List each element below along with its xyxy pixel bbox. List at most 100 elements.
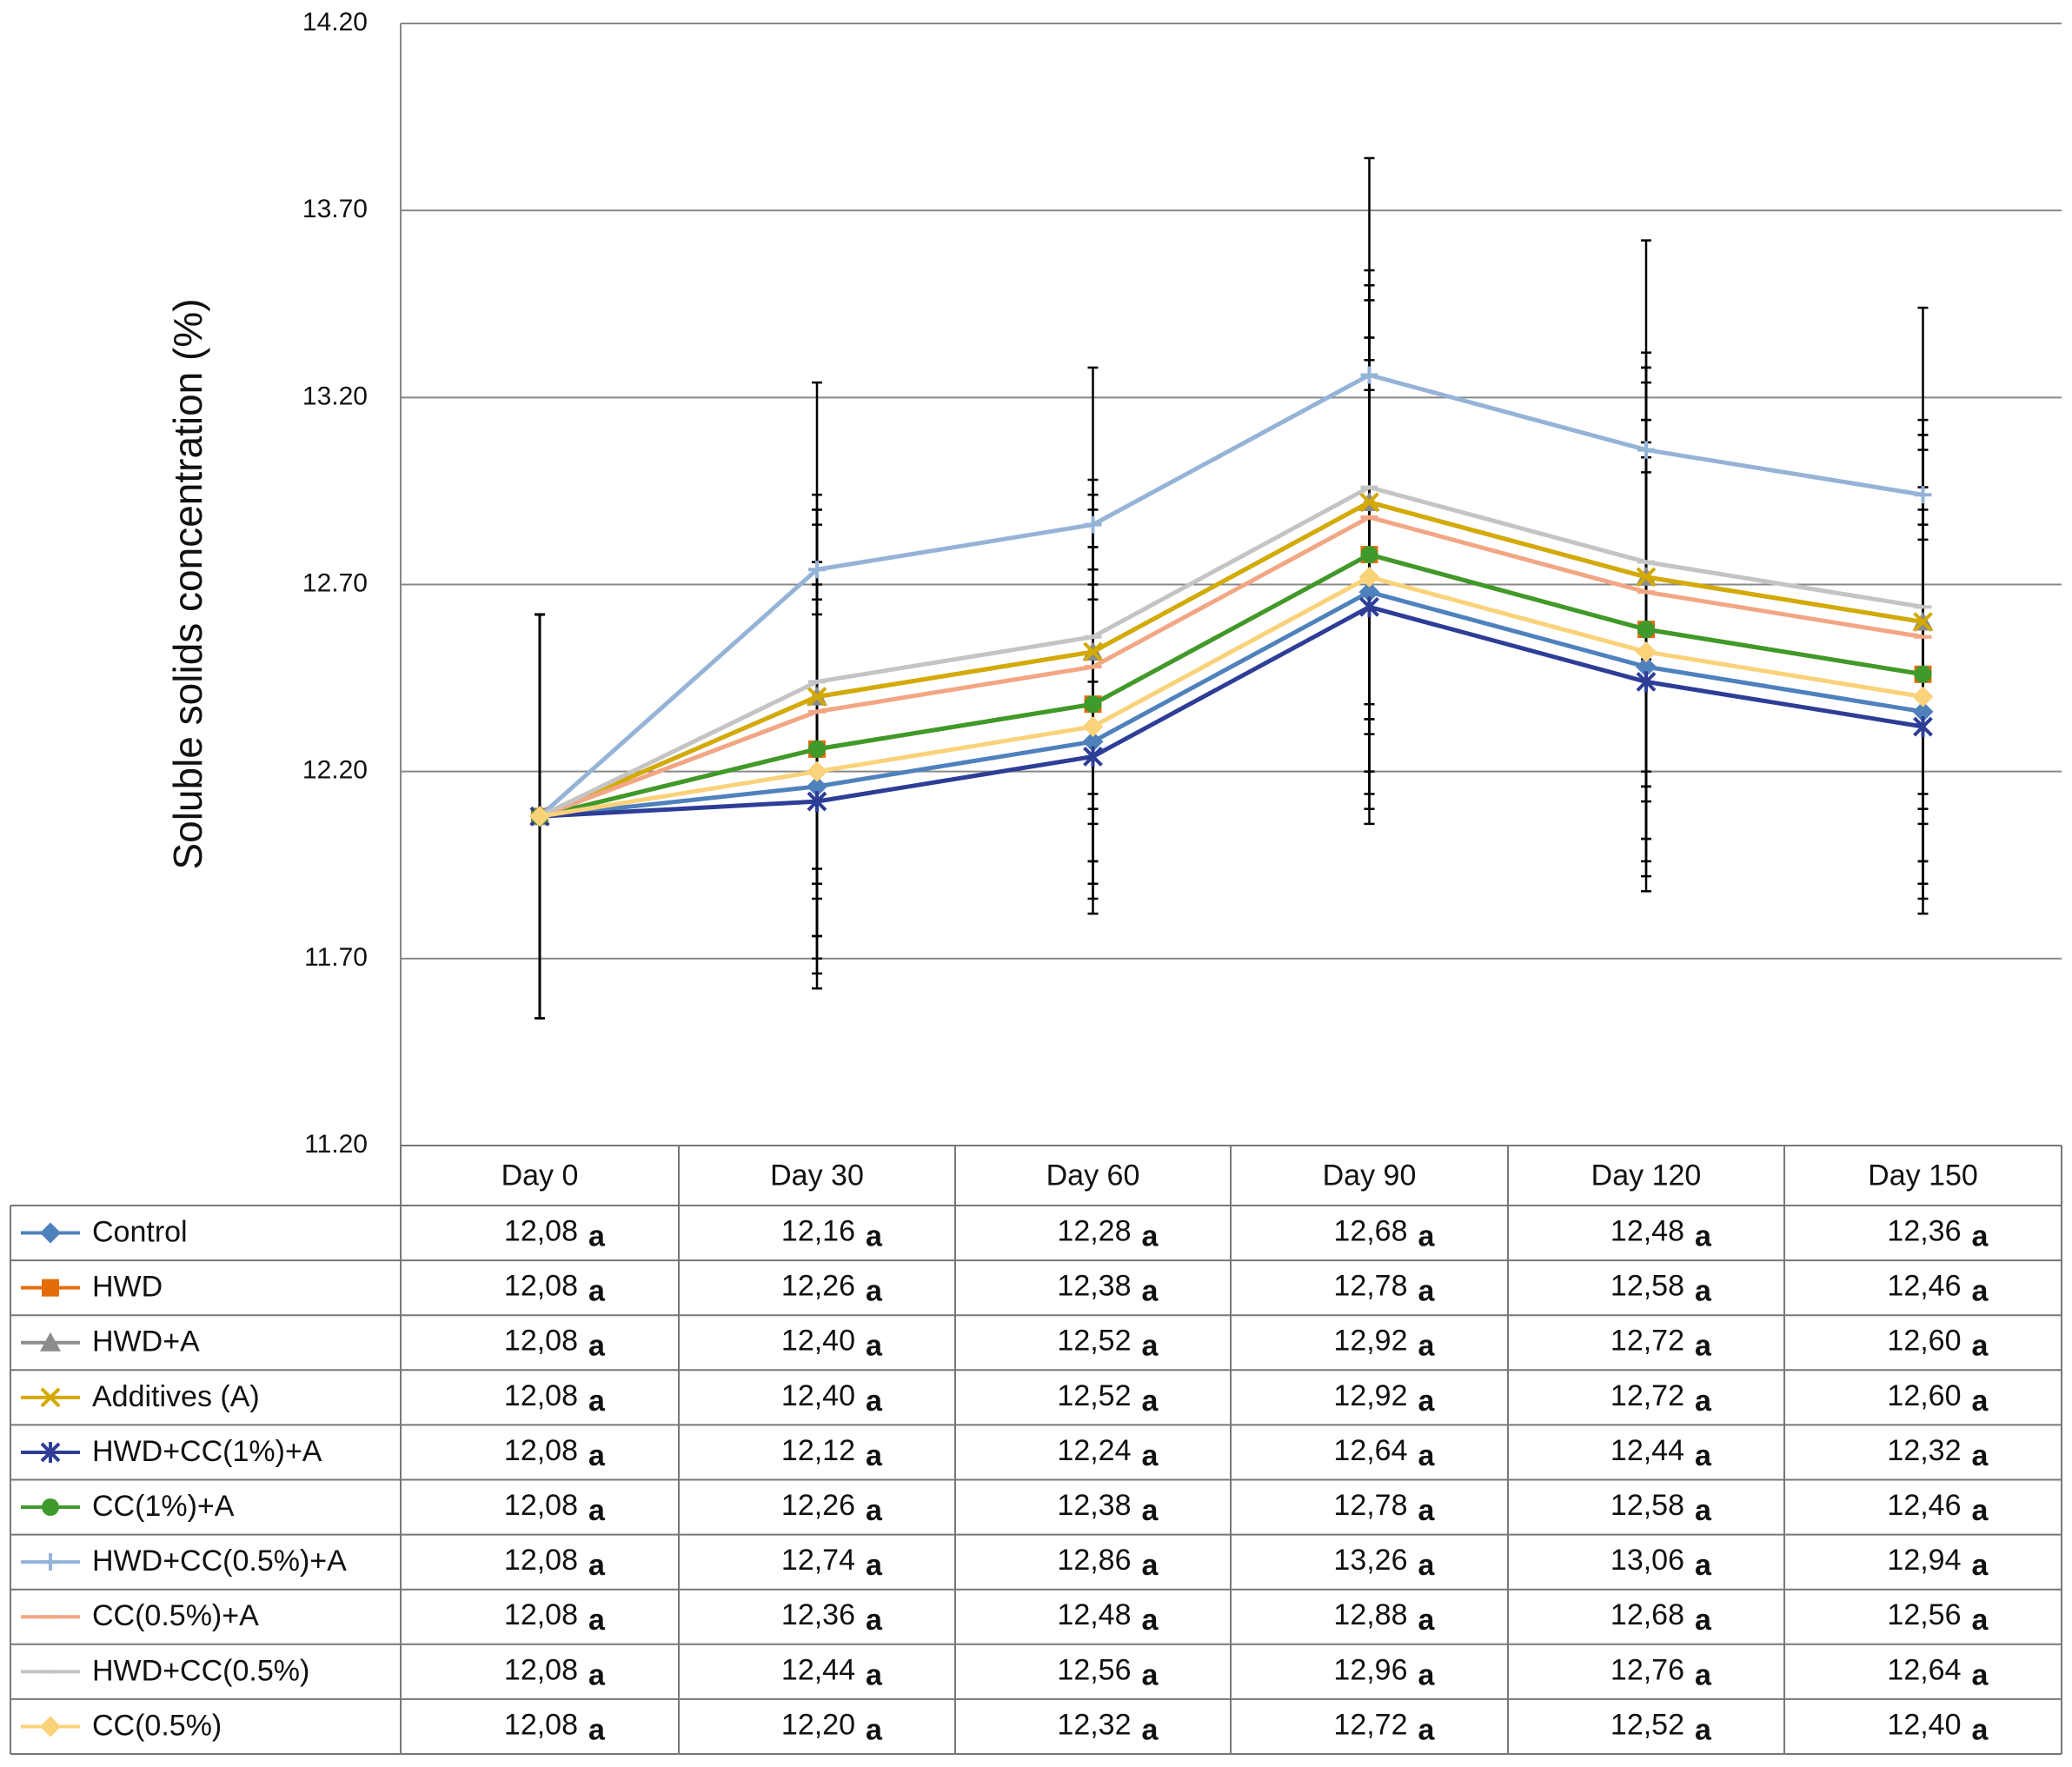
y-tick-label: 13.20 [302,382,368,410]
value-label: 13,26 [1333,1544,1407,1577]
significance-letter: a [866,1494,883,1527]
value-label: 12,58 [1610,1489,1684,1522]
significance-letter: a [866,1439,883,1472]
significance-letter: a [1695,1549,1712,1582]
marker [1358,581,1380,603]
marker [808,561,826,579]
value-label: 12,08 [504,1598,578,1631]
value-label: 12,52 [1057,1379,1131,1412]
significance-letter: a [866,1713,883,1746]
marker [1083,641,1103,662]
marker [807,687,827,707]
value-label: 12,38 [1057,1489,1131,1522]
marker [42,1498,59,1517]
value-label: 12,08 [504,1653,578,1686]
value-label: 12,20 [781,1708,855,1741]
value-label: 12,68 [1333,1215,1407,1248]
series-line [539,604,1923,819]
y-tick-label: 14.20 [302,8,368,37]
series-line [539,500,1923,819]
x-tick-label: Day 90 [1323,1159,1417,1192]
significance-letter: a [1972,1549,1989,1582]
significance-letter: a [1695,1439,1712,1472]
value-label: 12,40 [781,1379,855,1412]
significance-letter: a [1972,1330,1989,1363]
significance-letter: a [1418,1658,1436,1691]
value-label: 12,28 [1057,1215,1131,1248]
significance-letter: a [1972,1658,1989,1691]
marker [1637,441,1655,459]
y-tick-label: 11.70 [304,943,368,972]
significance-letter: a [588,1494,606,1527]
value-label: 12,60 [1887,1325,1961,1358]
marker [1084,515,1102,534]
significance-letter: a [1695,1385,1712,1418]
marker [40,1387,61,1408]
marker [1912,701,1934,722]
value-label: 12,88 [1333,1598,1407,1631]
significance-letter: a [1142,1604,1159,1637]
marker [1636,567,1657,588]
significance-letter: a [1972,1604,1989,1637]
value-label: 12,44 [1610,1434,1684,1467]
significance-letter: a [1418,1220,1436,1253]
significance-letter: a [1142,1385,1159,1418]
legend-label: CC(0.5%) [92,1709,222,1742]
marker [1360,366,1378,384]
value-label: 12,40 [1887,1708,1961,1741]
value-label: 12,44 [781,1653,855,1686]
value-label: 12,46 [1887,1270,1961,1303]
significance-letter: a [866,1385,883,1418]
value-label: 12,08 [504,1489,578,1522]
significance-letter: a [1418,1385,1436,1418]
significance-letter: a [866,1275,883,1308]
legend-label: HWD+CC(0.5%)+A [92,1544,347,1578]
significance-letter: a [1418,1494,1436,1527]
marker [40,1332,61,1352]
value-label: 12,24 [1057,1434,1131,1467]
significance-letter: a [588,1549,606,1582]
value-label: 12,48 [1057,1598,1131,1631]
value-label: 12,56 [1057,1653,1131,1686]
significance-letter: a [588,1275,606,1308]
y-tick-label: 12.20 [302,756,368,785]
value-label: 12,72 [1333,1708,1407,1741]
significance-letter: a [1142,1330,1159,1363]
value-label: 12,78 [1333,1270,1407,1303]
marker [40,1222,61,1244]
y-tick-label: 11.20 [304,1130,368,1159]
value-label: 12,78 [1333,1489,1407,1522]
value-label: 12,08 [504,1708,578,1741]
x-tick-label: Day 150 [1868,1159,1978,1192]
value-label: 12,08 [504,1379,578,1412]
marker [1083,746,1103,767]
legend-label: HWD+CC(1%)+A [92,1435,322,1468]
value-label: 12,92 [1333,1325,1407,1358]
marker [1914,486,1932,504]
value-label: 12,08 [504,1215,578,1248]
marker [1359,596,1379,618]
legend-label: Control [92,1216,188,1249]
series-line [539,552,1923,819]
legend-label: HWD+CC(0.5%) [92,1654,309,1687]
marker [529,806,550,827]
legend-label: HWD+A [92,1325,200,1358]
significance-letter: a [1972,1220,1989,1253]
series-line [538,484,1923,819]
value-label: 12,96 [1333,1653,1407,1686]
value-label: 12,12 [781,1434,855,1467]
series-line [539,515,1923,819]
significance-letter: a [1695,1330,1712,1363]
marker [40,1716,61,1737]
significance-letter: a [1695,1604,1712,1637]
significance-letter: a [1418,1713,1436,1746]
x-tick-label: Day 30 [770,1159,864,1192]
value-label: 12,08 [504,1270,578,1303]
value-label: 12,68 [1610,1598,1684,1631]
significance-letter: a [1695,1494,1712,1527]
marker [807,791,827,813]
marker [1082,731,1104,753]
significance-letter: a [866,1330,883,1363]
marker [1636,641,1657,662]
x-tick-label: Day 60 [1046,1159,1140,1192]
